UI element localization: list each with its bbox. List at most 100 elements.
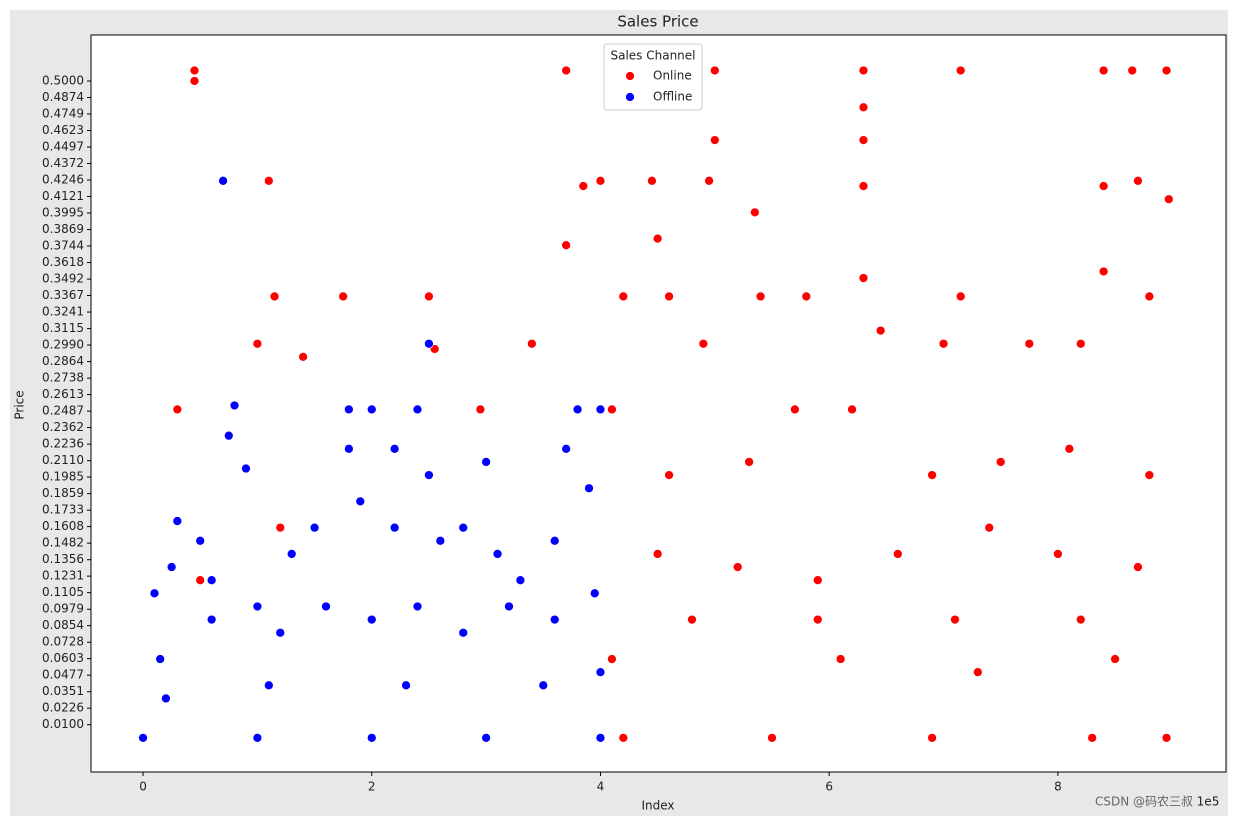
point xyxy=(475,404,486,415)
point xyxy=(412,601,423,612)
point xyxy=(1127,65,1138,76)
point xyxy=(549,614,560,625)
point xyxy=(389,443,400,454)
point xyxy=(149,588,160,599)
plot-area xyxy=(90,34,1227,773)
point xyxy=(172,404,183,415)
point xyxy=(269,291,280,302)
legend-label: Offline xyxy=(653,90,692,104)
point xyxy=(950,614,960,625)
point xyxy=(195,575,206,586)
point xyxy=(652,233,663,244)
point xyxy=(355,496,366,507)
point xyxy=(458,627,469,638)
point xyxy=(927,470,937,480)
point xyxy=(687,614,697,625)
y-tick-label: 0.4372 xyxy=(42,156,84,170)
y-tick-label: 0.4246 xyxy=(42,173,84,187)
point xyxy=(1098,181,1109,191)
legend-marker xyxy=(625,92,635,102)
y-tick-label: 0.0351 xyxy=(42,684,84,698)
point xyxy=(927,732,937,743)
point xyxy=(664,291,674,302)
y-tick-label: 0.4874 xyxy=(42,90,84,104)
y-tick-label: 0.2738 xyxy=(42,371,84,385)
point xyxy=(218,175,228,186)
y-tick-label: 0.1733 xyxy=(42,503,84,517)
y-tick-label: 0.1985 xyxy=(42,470,84,484)
y-tick-label: 0.3492 xyxy=(42,272,84,286)
point xyxy=(309,522,320,533)
point xyxy=(549,535,560,546)
x-tick-label: 4 xyxy=(597,780,605,794)
y-tick-label: 0.3367 xyxy=(42,288,84,302)
point xyxy=(435,535,446,546)
point xyxy=(1161,732,1172,743)
point xyxy=(578,181,589,191)
point xyxy=(1133,175,1143,186)
point xyxy=(366,404,377,415)
point xyxy=(161,693,171,704)
point xyxy=(1110,654,1120,664)
point xyxy=(275,627,286,638)
y-tick-label: 0.4623 xyxy=(42,123,84,137)
point xyxy=(166,562,177,572)
point xyxy=(155,654,166,664)
point xyxy=(1161,65,1172,76)
point xyxy=(286,549,297,559)
y-tick-label: 0.0226 xyxy=(42,701,84,715)
point xyxy=(1144,470,1155,480)
point xyxy=(1144,291,1155,302)
y-tick-label: 0.2613 xyxy=(42,387,84,401)
point xyxy=(561,240,572,251)
point xyxy=(972,667,983,678)
point xyxy=(263,175,274,186)
point xyxy=(584,483,594,494)
point xyxy=(1075,338,1086,349)
y-tick-label: 0.4749 xyxy=(42,106,84,120)
point xyxy=(401,680,411,691)
y-tick-label: 0.0979 xyxy=(42,602,84,616)
y-tick-label: 0.2236 xyxy=(42,437,84,451)
point xyxy=(755,291,766,302)
point xyxy=(389,522,400,533)
point xyxy=(595,667,606,678)
point xyxy=(424,470,434,480)
y-tick-label: 0.2362 xyxy=(42,420,84,434)
point xyxy=(241,463,251,474)
point xyxy=(492,549,503,559)
y-axis-label: Price xyxy=(13,390,27,419)
point xyxy=(481,457,491,467)
y-tick-label: 0.2990 xyxy=(42,338,84,352)
point xyxy=(595,732,606,743)
point xyxy=(858,135,869,145)
point xyxy=(595,175,606,186)
y-tick-label: 0.2110 xyxy=(42,453,84,467)
point xyxy=(504,601,514,612)
point xyxy=(344,404,354,415)
legend-marker xyxy=(625,71,635,81)
point xyxy=(252,601,263,612)
point xyxy=(481,732,491,743)
y-tick-label: 0.1608 xyxy=(42,519,84,533)
y-tick-label: 0.3744 xyxy=(42,238,84,252)
y-tick-label: 0.1105 xyxy=(42,585,84,599)
point xyxy=(1075,614,1086,625)
point xyxy=(607,404,617,415)
point xyxy=(892,549,903,559)
point xyxy=(1053,549,1063,559)
y-tick-label: 0.3115 xyxy=(42,321,84,335)
point xyxy=(858,273,869,283)
legend-title: Sales Channel xyxy=(610,49,695,63)
point xyxy=(195,535,206,546)
point xyxy=(223,430,234,441)
point xyxy=(1163,194,1174,205)
point xyxy=(709,65,720,76)
point xyxy=(229,400,240,411)
point xyxy=(1064,443,1075,454)
y-tick-label: 0.1356 xyxy=(42,552,84,566)
point xyxy=(847,404,857,415)
point xyxy=(607,654,617,664)
point xyxy=(812,575,823,586)
points xyxy=(138,65,1174,743)
